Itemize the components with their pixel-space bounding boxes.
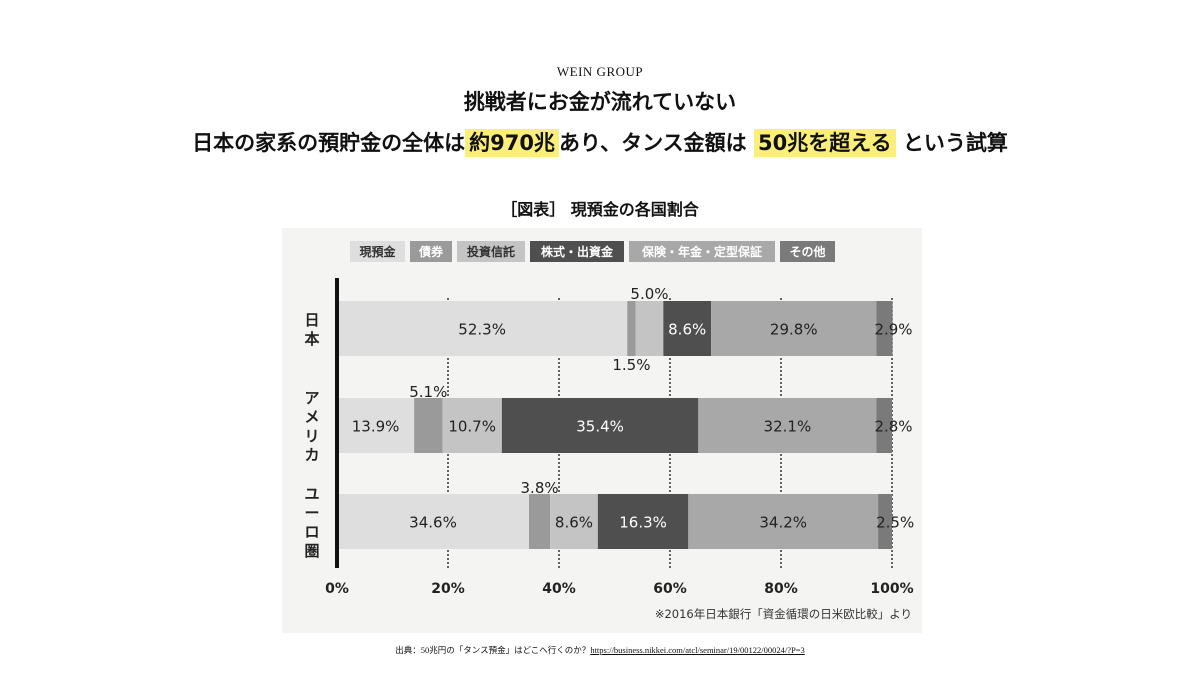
source-link[interactable]: https://business.nikkei.com/atcl/seminar…: [590, 645, 805, 655]
data-label-2-5: 2.5%: [876, 514, 914, 532]
legend-label-2: 投資信託: [467, 244, 515, 259]
bar-0-3: [663, 301, 712, 356]
page-title: 挑戦者にお金が流れていない: [463, 90, 737, 114]
subtitle-highlight-total-savings: 約970兆: [465, 129, 559, 157]
legend-swatch-3: [530, 241, 624, 262]
bar-0-5: [876, 301, 893, 356]
category-label-1-1: メ: [304, 408, 319, 426]
data-label-1-3: 35.4%: [576, 418, 624, 436]
data-label-0-5: 2.9%: [874, 321, 912, 339]
bar-1-4: [698, 398, 877, 453]
x-tick-label-5: 100%: [870, 581, 913, 597]
data-label-1-0: 13.9%: [352, 418, 400, 436]
subtitle-part-3: という試算: [902, 131, 1008, 155]
subtitle-part-1: 日本の家系の預貯金の全体は: [192, 131, 466, 155]
category-label-0-0: 日: [304, 311, 319, 329]
data-label-1-4: 32.1%: [764, 418, 812, 436]
subtitle-part-2: あり、タンス金額は: [558, 131, 747, 155]
chart-panel: 現預金 債券 投資信託 株式・出資金 保険・年金・定型保証 その他日本アメリカユーロ圏 52…: [282, 228, 922, 633]
legend-swatch-4: [629, 241, 775, 262]
legend-label-4: 保険・年金・定型保証: [641, 244, 762, 259]
x-tick-label-4: 80%: [764, 581, 798, 597]
bar-1-3: [501, 398, 699, 453]
data-label-1-1: 5.1%: [409, 383, 447, 401]
bar-1-5: [876, 398, 892, 453]
bar-0-2: [635, 301, 664, 356]
bar-1-0: [337, 398, 415, 453]
bar-2-4: [688, 494, 879, 549]
category-label-2-0: ユ: [304, 485, 319, 503]
bar-2-2: [550, 494, 598, 549]
legend-swatch-5: [780, 241, 835, 262]
source-citation: 出典：50兆円の「タンス預金」はどこへ行くのか？https://business…: [0, 644, 1200, 656]
legend-swatch-0: [350, 241, 405, 262]
legend-swatch-1: [410, 241, 452, 262]
data-label-0-1: 1.5%: [612, 356, 650, 374]
bar-2-1: [529, 494, 551, 549]
bar-0-4: [711, 301, 877, 356]
category-label-0-1: 本: [304, 330, 319, 348]
data-label-2-3: 16.3%: [619, 514, 667, 532]
bar-1-2: [442, 398, 502, 453]
brand-name: WEIN GROUP: [556, 64, 644, 79]
data-label-2-4: 34.2%: [759, 514, 807, 532]
legend-swatch-2: [457, 241, 525, 262]
data-label-0-3: 8.6%: [668, 321, 706, 339]
category-label-1-0: ア: [304, 389, 319, 407]
subtitle-highlight-tansu-amount: 50兆を超える: [754, 129, 896, 157]
bar-0-1: [627, 301, 636, 356]
legend-label-0: 現預金: [359, 244, 396, 259]
category-label-2-3: 圏: [304, 542, 319, 560]
category-label-2-2: ロ: [304, 523, 319, 541]
data-label-2-2: 8.6%: [555, 514, 593, 532]
bar-2-5: [878, 494, 892, 549]
x-tick-label-0: 0%: [325, 581, 349, 597]
bar-1-1: [414, 398, 443, 453]
legend-label-1: 債券: [418, 244, 444, 259]
data-label-1-5: 2.8%: [874, 418, 912, 436]
legend-label-5: その他: [789, 244, 825, 259]
category-label-1-2: リ: [304, 427, 319, 445]
data-label-2-0: 34.6%: [409, 514, 457, 532]
source-note: ※2016年日本銀行「資金循環の日米欧比較」より: [655, 607, 912, 621]
page-subtitle: 日本の家系の預貯金の全体は 約970兆 あり、タンス金額は 50兆を超える という試…: [0, 127, 1200, 157]
data-label-0-0: 52.3%: [458, 321, 506, 339]
bar-2-3: [597, 494, 689, 549]
data-label-0-4: 29.8%: [770, 321, 818, 339]
x-tick-label-2: 40%: [542, 581, 576, 597]
category-label-1-3: カ: [304, 446, 319, 464]
data-label-2-1: 3.8%: [521, 479, 559, 497]
source-prefix: 出典：50兆円の「タンス預金」はどこへ行くのか？: [395, 645, 591, 655]
bar-0-0: [337, 301, 628, 356]
chart-caption: ［図表］ 現預金の各国割合: [501, 200, 699, 219]
x-tick-label-3: 60%: [653, 581, 687, 597]
bar-2-0: [337, 494, 530, 549]
x-tick-label-1: 20%: [431, 581, 465, 597]
data-label-1-2: 10.7%: [448, 418, 496, 436]
category-label-2-1: ー: [304, 504, 319, 522]
legend-label-3: 株式・出資金: [541, 244, 614, 259]
data-label-0-2: 5.0%: [630, 285, 668, 303]
